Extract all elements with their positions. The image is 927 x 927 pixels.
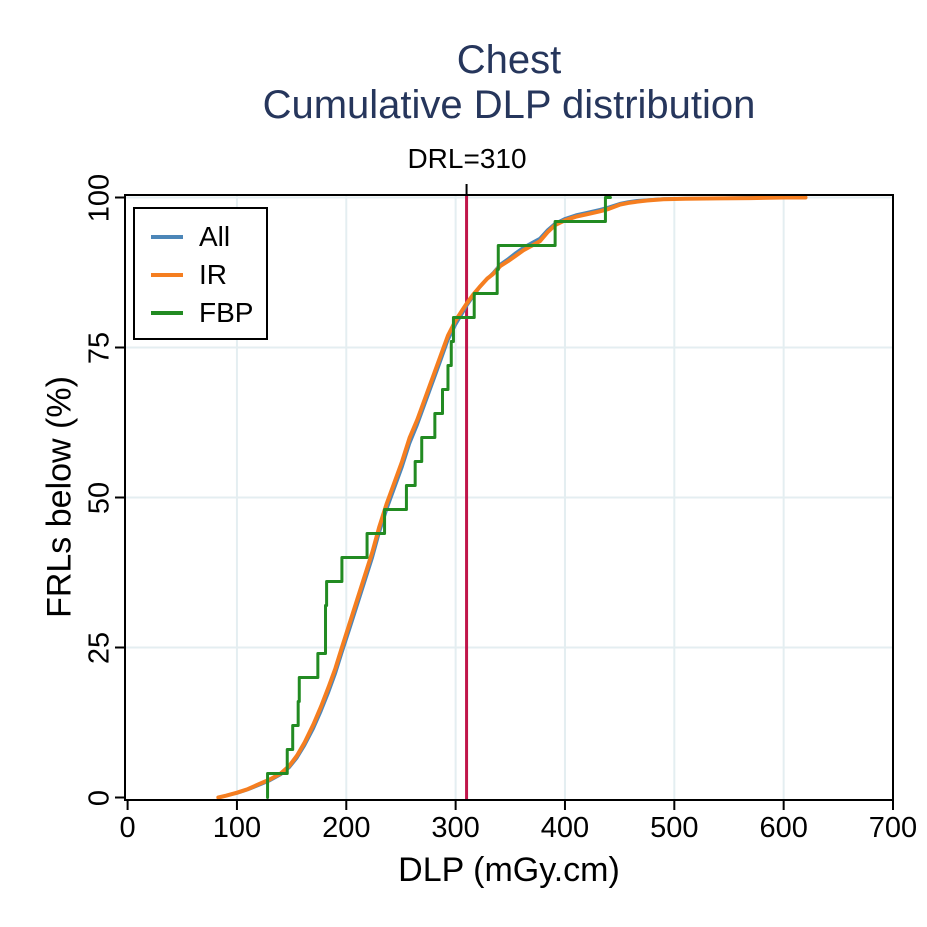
curve-ir — [216, 195, 808, 800]
x-tick-label: 500 — [650, 812, 699, 844]
x-tick-label: 700 — [868, 812, 918, 844]
legend: All IR FBP — [133, 207, 268, 340]
y-tick-label: 25 — [83, 631, 116, 664]
y-tick-label: 0 — [83, 789, 116, 806]
legend-line-swatch-ir — [151, 273, 183, 277]
legend-label: FBP — [199, 297, 254, 328]
curve-fbp — [266, 196, 612, 799]
legend-entry-fbp: FBP — [151, 294, 266, 332]
drl-annotation-label: DRL=310 — [407, 143, 527, 174]
y-tick-label: 100 — [83, 173, 116, 222]
legend-entry-ir: IR — [151, 256, 266, 294]
x-tick-label: 0 — [119, 812, 136, 844]
x-tick-label: 100 — [212, 812, 262, 844]
x-axis-title: DLP (mGy.cm) — [398, 851, 620, 889]
x-tick-label: 400 — [540, 812, 590, 844]
legend-label: All — [199, 221, 231, 252]
legend-entry-all: All — [151, 218, 266, 256]
legend-line-swatch-fbp — [151, 311, 183, 315]
chart-title: Chest Cumulative DLP distribution — [125, 38, 893, 128]
y-tick-label: 50 — [83, 481, 116, 514]
legend-line-swatch-all — [151, 235, 183, 239]
legend-label: IR — [199, 259, 227, 290]
x-tick-label: 600 — [759, 812, 808, 844]
y-tick-label: 75 — [83, 331, 116, 364]
chart-title-line2: Cumulative DLP distribution — [262, 83, 756, 127]
y-axis-title: FRLs below (%) — [40, 376, 79, 618]
x-tick-label: 200 — [322, 812, 371, 844]
x-tick-label: 300 — [431, 812, 480, 844]
chart-title-line1: Chest — [456, 38, 562, 82]
